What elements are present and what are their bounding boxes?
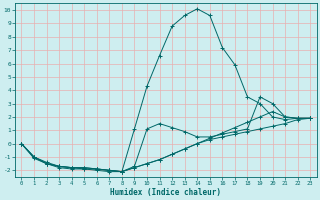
X-axis label: Humidex (Indice chaleur): Humidex (Indice chaleur) xyxy=(110,188,221,197)
